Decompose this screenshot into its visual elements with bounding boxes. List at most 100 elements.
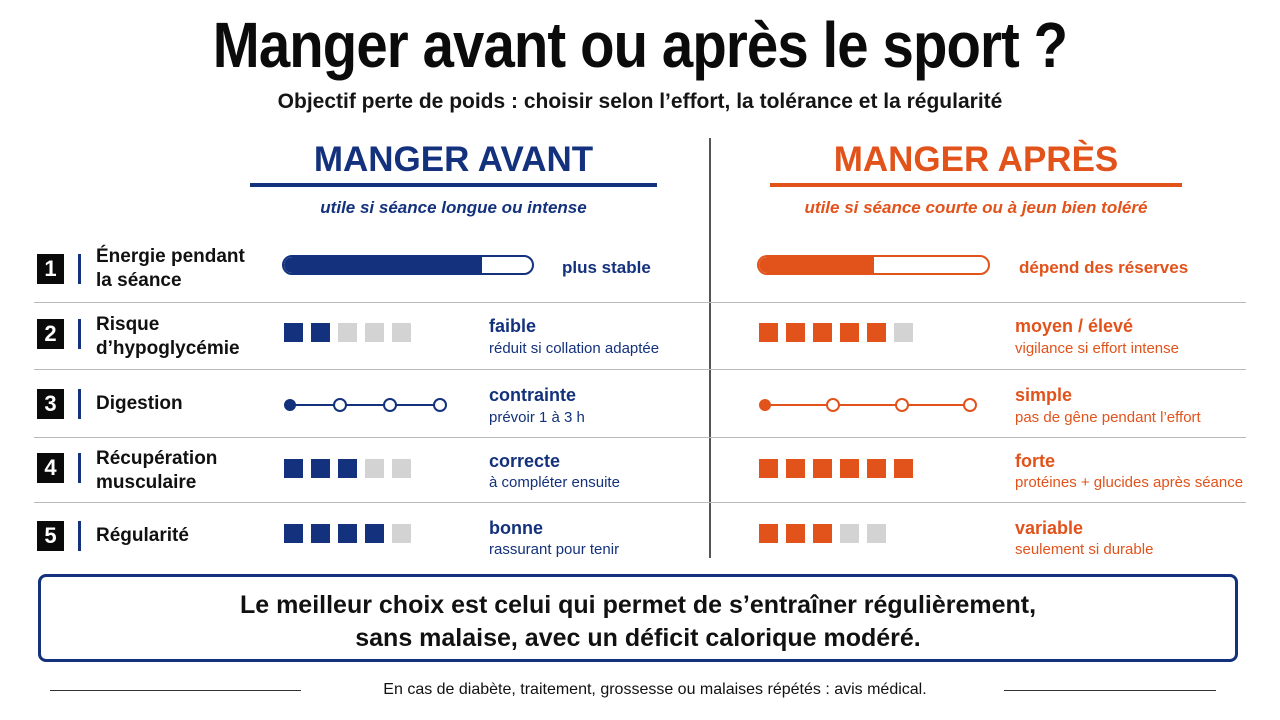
rating-square-empty — [392, 323, 411, 342]
rating-square-filled — [284, 524, 303, 543]
rating-square-empty — [338, 323, 357, 342]
value-title-before: correcte — [489, 451, 561, 471]
value-sub-after: pas de gêne pendant l’effort — [1015, 409, 1201, 426]
criterion-label-line: musculaire — [96, 472, 197, 493]
rating-square-filled — [338, 459, 357, 478]
scale-dot-empty — [963, 398, 977, 412]
criterion-label: Risque d’hypoglycémie — [96, 313, 240, 361]
criterion-label: Régularité — [96, 524, 189, 548]
rating-square-filled — [840, 323, 859, 342]
scale-line — [288, 404, 442, 406]
conclusion-box: Le meilleur choix est celui qui permet d… — [38, 574, 1238, 662]
scale-dot-filled — [284, 399, 296, 411]
rating-square-filled — [284, 323, 303, 342]
row-number: 2 — [37, 319, 64, 349]
footer-note: En cas de diabète, traitement, grossesse… — [383, 681, 927, 698]
column-title-before: MANGER AVANT — [313, 140, 594, 179]
rating-square-empty — [392, 459, 411, 478]
column-subtitle-after: utile si séance courte ou à jeun bien to… — [804, 198, 1148, 217]
rating-square-empty — [840, 524, 859, 543]
rating-square-filled — [365, 524, 384, 543]
rating-square-filled — [759, 323, 778, 342]
criterion-label: Énergie pendant la séance — [96, 245, 245, 293]
conclusion-line: sans malaise, avec un déficit calorique … — [355, 624, 921, 652]
row-number-bar — [78, 453, 81, 483]
rating-square-filled — [867, 459, 886, 478]
row-number-bar — [78, 389, 81, 419]
rating-square-empty — [894, 323, 913, 342]
rating-squares-before — [284, 459, 411, 478]
conclusion-line: Le meilleur choix est celui qui permet d… — [239, 591, 1037, 619]
value-sub-before: à compléter ensuite — [489, 474, 620, 491]
rating-square-filled — [786, 459, 805, 478]
comparison-row: 2 Risque d’hypoglycémie faible réduit si… — [0, 303, 1280, 369]
column-divider — [709, 138, 711, 558]
rating-square-filled — [311, 524, 330, 543]
scale-dot-empty — [894, 398, 909, 412]
scale-dot-empty — [433, 398, 447, 412]
rating-squares-before — [284, 524, 411, 543]
value-title-before: bonne — [489, 518, 543, 538]
scale-dot-empty — [826, 398, 841, 412]
energy-note-before: plus stable — [562, 258, 651, 277]
row-number-bar — [78, 319, 81, 349]
rating-square-filled — [894, 459, 913, 478]
criterion-label-line: Risque — [96, 314, 160, 335]
row-number-bar — [78, 521, 81, 551]
row-separator — [34, 437, 1246, 438]
criterion-label-line: Énergie pendant — [96, 246, 245, 267]
rating-square-filled — [840, 459, 859, 478]
rating-square-filled — [867, 323, 886, 342]
comparison-row: 4 Récupération musculaire correcte à com… — [0, 438, 1280, 502]
criterion-label-line: la séance — [96, 270, 182, 291]
value-title-after: forte — [1015, 451, 1055, 471]
footer-rule-right — [1004, 690, 1216, 691]
rating-square-filled — [311, 323, 330, 342]
rating-square-filled — [813, 524, 832, 543]
criterion-label-line: d’hypoglycémie — [96, 338, 240, 359]
value-title-after: variable — [1015, 518, 1084, 538]
column-underline-before — [250, 183, 657, 187]
rating-square-filled — [284, 459, 303, 478]
rating-square-filled — [759, 459, 778, 478]
row-separator — [34, 302, 1246, 303]
criterion-label-line: Régularité — [96, 525, 189, 546]
value-title-after: moyen / élevé — [1015, 316, 1134, 336]
scale-dot-filled — [759, 399, 771, 411]
value-sub-after: protéines + glucides après séance — [1015, 474, 1244, 491]
rating-squares-after — [759, 524, 886, 543]
rating-square-empty — [365, 323, 384, 342]
row-number: 4 — [37, 453, 64, 483]
page-title: Manger avant ou après le sport ? — [212, 9, 1068, 81]
rating-square-filled — [338, 524, 357, 543]
rating-square-filled — [311, 459, 330, 478]
row-number: 1 — [37, 254, 64, 284]
digestion-dots-after — [758, 398, 977, 412]
rating-squares-before — [284, 323, 411, 342]
column-title-after: MANGER APRÈS — [833, 140, 1119, 179]
rating-squares-after — [759, 459, 913, 478]
row-number-bar — [78, 254, 81, 284]
value-sub-before: prévoir 1 à 3 h — [489, 409, 585, 426]
criterion-label-line: Digestion — [96, 393, 183, 414]
energy-note-after: dépend des réserves — [1019, 258, 1189, 277]
value-title-before: faible — [489, 316, 537, 336]
value-sub-after: vigilance si effort intense — [1015, 340, 1179, 357]
energy-bar-after — [757, 255, 990, 275]
rating-square-filled — [786, 323, 805, 342]
comparison-row: 1 Énergie pendant la séance plus stable … — [0, 238, 1280, 302]
energy-bar-after-fill — [759, 257, 874, 273]
value-sub-after: seulement si durable — [1015, 541, 1154, 558]
rating-square-filled — [786, 524, 805, 543]
scale-line — [763, 404, 972, 406]
row-number: 3 — [37, 389, 64, 419]
row-separator — [34, 369, 1246, 370]
value-sub-before: rassurant pour tenir — [489, 541, 620, 558]
comparison-row: 3 Digestion contrainte prévoir 1 à 3 h s… — [0, 370, 1280, 437]
value-title-before: contrainte — [489, 385, 577, 405]
footer-rule-left — [50, 690, 301, 691]
digestion-dots-before — [283, 398, 447, 412]
value-title-after: simple — [1015, 385, 1073, 405]
column-subtitle-before: utile si séance longue ou intense — [320, 198, 587, 217]
row-separator — [34, 502, 1246, 503]
